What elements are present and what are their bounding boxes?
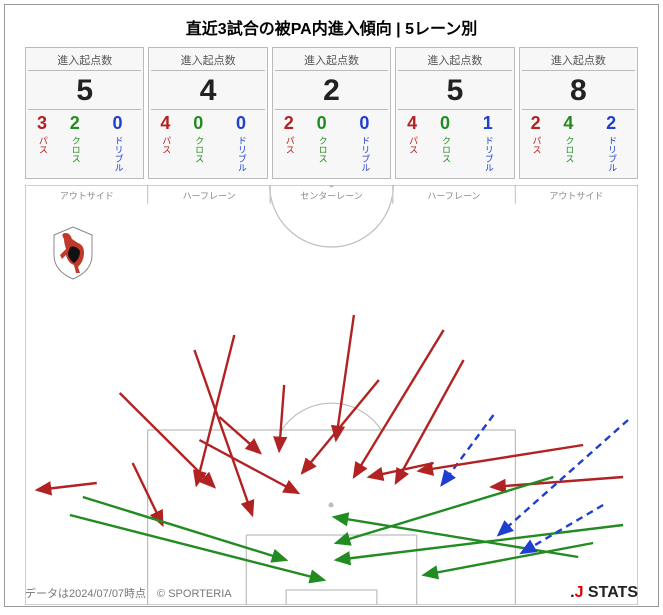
breakdown-dribble: 1ドリブル xyxy=(468,114,508,172)
lane-header-label: 進入起点数 xyxy=(275,52,388,71)
lane-name: ハーフレーン xyxy=(148,187,270,204)
breakdown-pass: 3パス xyxy=(32,114,52,172)
lane-box: 進入起点数 5 3パス 2クロス 0ドリブル xyxy=(25,47,144,179)
breakdown-dribble: 0ドリブル xyxy=(98,114,138,172)
lane-breakdown: 2パス 4クロス2ドリブル xyxy=(522,114,635,172)
chart-title: 直近3試合の被PA内進入傾向 | 5レーン別 xyxy=(5,5,658,47)
lane-header-label: 進入起点数 xyxy=(522,52,635,71)
breakdown-pass: 4パス xyxy=(155,114,175,172)
footer: データは2024/07/07時点 © SPORTERIA .J STATS xyxy=(5,584,658,602)
lane-total: 2 xyxy=(275,73,388,110)
lane-header-label: 進入起点数 xyxy=(151,52,264,71)
chart-container: 直近3試合の被PA内進入傾向 | 5レーン別 進入起点数 5 3パス 2クロス 0ドリブ… xyxy=(4,4,659,607)
lane-breakdown: 3パス 2クロス 0ドリブル xyxy=(28,114,141,172)
footer-credit: データは2024/07/07時点 © SPORTERIA xyxy=(25,585,232,601)
lane-box: 進入起点数 2 2パス 0クロス 0ドリブル xyxy=(272,47,391,179)
lane-box: 進入起点数 4 4パス 0クロス 0ドリブル xyxy=(148,47,267,179)
breakdown-cross: 0クロス xyxy=(430,114,460,172)
lane-box: 進入起点数 8 2パス 4クロス2ドリブル xyxy=(519,47,638,179)
lanes-header: 進入起点数53パス2クロス0ドリブル進入起点数44パス0クロス0ドリブル進入起点… xyxy=(5,47,658,179)
lane-names-row: アウトサイドハーフレーンセンターレーンハーフレーンアウトサイド xyxy=(25,187,638,204)
lane-total: 4 xyxy=(151,73,264,110)
breakdown-dribble: 2ドリブル xyxy=(591,114,631,172)
breakdown-cross: 2クロス xyxy=(60,114,90,172)
lane-breakdown: 4パス 0クロス 0ドリブル xyxy=(151,114,264,172)
pitch-area: アウトサイドハーフレーンセンターレーンハーフレーンアウトサイド xyxy=(25,185,638,605)
lane-breakdown: 2パス 0クロス 0ドリブル xyxy=(275,114,388,172)
lane-header-label: 進入起点数 xyxy=(398,52,511,71)
lane-name: アウトサイド xyxy=(516,187,638,204)
breakdown-cross: 0クロス xyxy=(307,114,337,172)
jstats-logo: .J STATS xyxy=(570,584,638,602)
breakdown-cross: 4クロス xyxy=(554,114,584,172)
pitch-svg xyxy=(25,185,638,605)
lane-box: 進入起点数 5 4パス 0クロス 1ドリブル xyxy=(395,47,514,179)
lane-name: センターレーン xyxy=(271,187,393,204)
breakdown-pass: 2パス xyxy=(526,114,546,172)
breakdown-pass: 4パス xyxy=(402,114,422,172)
breakdown-pass: 2パス xyxy=(279,114,299,172)
lane-name: アウトサイド xyxy=(25,187,148,204)
lane-total: 5 xyxy=(398,73,511,110)
breakdown-dribble: 0ドリブル xyxy=(345,114,385,172)
team-logo xyxy=(50,225,96,281)
lane-total: 5 xyxy=(28,73,141,110)
lane-header-label: 進入起点数 xyxy=(28,52,141,71)
breakdown-cross: 0クロス xyxy=(183,114,213,172)
lane-name: ハーフレーン xyxy=(393,187,515,204)
lane-total: 8 xyxy=(522,73,635,110)
breakdown-dribble: 0ドリブル xyxy=(221,114,261,172)
lane-breakdown: 4パス 0クロス 1ドリブル xyxy=(398,114,511,172)
